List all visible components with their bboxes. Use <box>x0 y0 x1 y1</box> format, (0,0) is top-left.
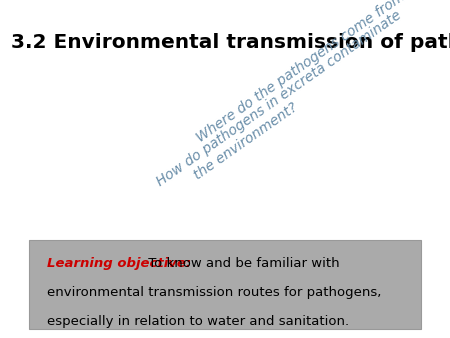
FancyBboxPatch shape <box>29 240 421 329</box>
Text: especially in relation to water and sanitation.: especially in relation to water and sani… <box>47 315 349 328</box>
Text: To know and be familiar with: To know and be familiar with <box>144 257 340 270</box>
Text: environmental transmission routes for pathogens,: environmental transmission routes for pa… <box>47 286 382 299</box>
Text: Learning objective:: Learning objective: <box>47 257 191 270</box>
Text: Where do the pathogens come from?: Where do the pathogens come from? <box>194 0 414 145</box>
Text: 3.2 Environmental transmission of pathogens: 3.2 Environmental transmission of pathog… <box>11 33 450 52</box>
Text: How do pathogens in excreta contaminate
        the environment?: How do pathogens in excreta contaminate … <box>154 8 413 203</box>
